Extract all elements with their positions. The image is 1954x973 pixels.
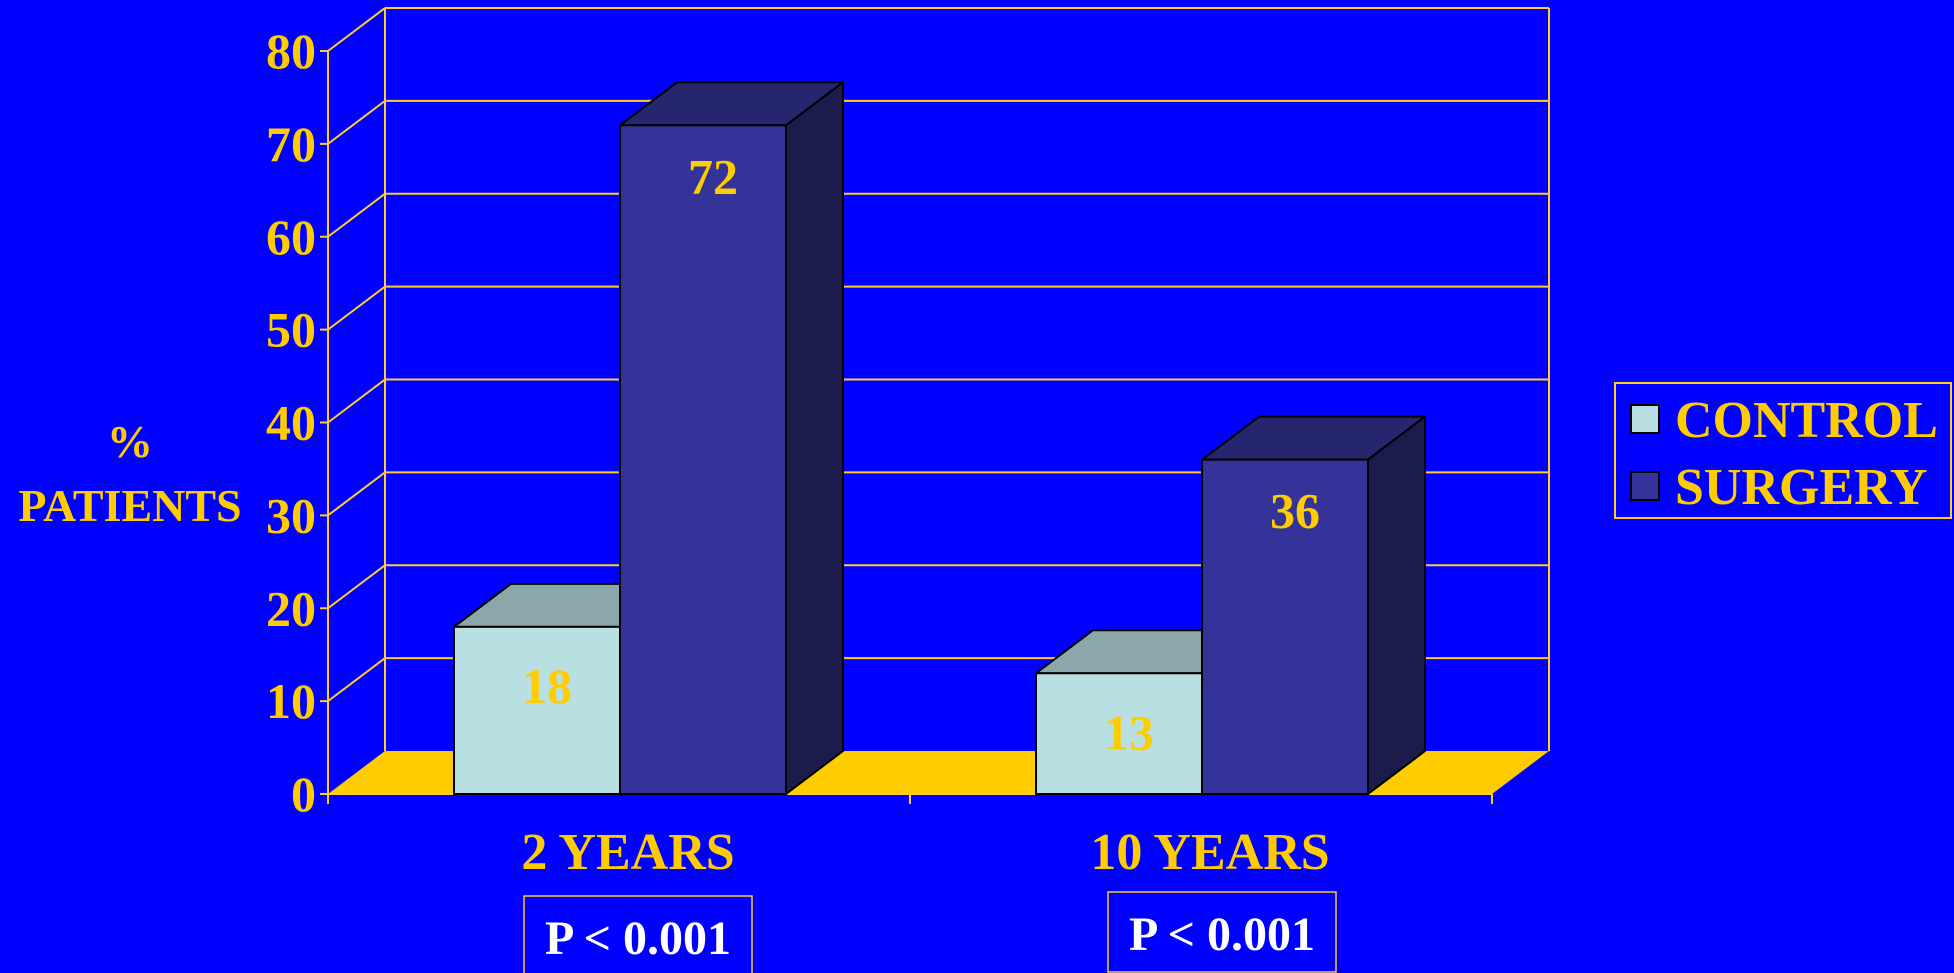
gridline-side	[327, 100, 386, 145]
y-tick-label: 0	[291, 766, 316, 822]
bar-data-label: 13	[1104, 704, 1154, 760]
bar-control-1	[1035, 672, 1203, 796]
p-value-label: P < 0.001	[545, 912, 731, 965]
y-axis-label: %	[107, 416, 153, 467]
bar-data-label: 36	[1270, 483, 1320, 539]
legend-swatch-control	[1630, 404, 1660, 434]
y-tick-label: 30	[266, 487, 316, 543]
y-tick-label: 40	[266, 395, 316, 451]
legend-swatch-surgery	[1630, 471, 1660, 501]
gridline-side	[327, 285, 386, 331]
gridline-side	[327, 378, 386, 424]
bar-data-label: 18	[522, 658, 572, 714]
y-tick-label: 60	[266, 209, 316, 265]
p-value-label: P < 0.001	[1129, 908, 1315, 961]
y-axis-label: PATIENTS	[18, 480, 241, 531]
legend-label-surgery: SURGERY	[1675, 459, 1927, 516]
bar-side-surgery-0	[785, 81, 844, 795]
legend-label-control: CONTROL	[1675, 392, 1938, 449]
bar-data-label: 72	[688, 148, 738, 204]
bar-control-0	[453, 625, 621, 796]
gridline-side	[327, 564, 386, 610]
x-category-label: 10 YEARS	[1090, 824, 1329, 881]
y-tick-label: 80	[266, 23, 316, 79]
gridline-side	[327, 657, 386, 702]
p-value-box	[523, 895, 753, 973]
chart-bars	[453, 81, 1426, 796]
y-tick-label: 50	[266, 302, 316, 358]
gridline-side	[327, 192, 386, 238]
y-tick-label: 70	[266, 116, 316, 172]
gridline-side	[327, 471, 386, 517]
chart-back-walls	[327, 7, 1550, 751]
bar-side-surgery-1	[1367, 415, 1426, 795]
y-tick-label: 10	[266, 673, 316, 729]
p-value-box	[1107, 891, 1337, 973]
chart-legend: CONTROL SURGERY	[1614, 382, 1952, 519]
y-tick-label: 20	[266, 580, 316, 636]
x-category-label: 2 YEARS	[521, 824, 734, 881]
chart-annotations: P < 0.001 P < 0.001	[523, 891, 1337, 973]
bar-surgery-0	[619, 124, 787, 796]
chart-labels: % PATIENTS 18 72 2 YEARS 13 36 10 YEARS	[18, 148, 1329, 881]
gridline-side	[327, 7, 386, 52]
legend-box	[1614, 382, 1952, 519]
bar-surgery-1	[1201, 458, 1369, 795]
